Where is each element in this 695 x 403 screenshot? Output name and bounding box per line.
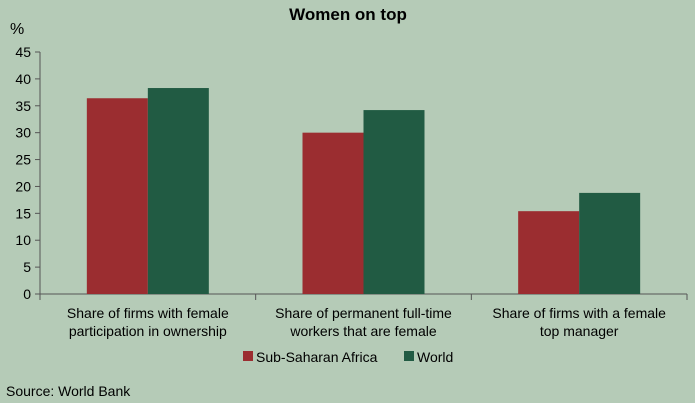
category-label: Share of firms with female xyxy=(67,305,229,321)
y-tick-label: 20 xyxy=(15,178,31,194)
legend-swatch xyxy=(404,351,414,361)
legend-label: World xyxy=(417,349,453,365)
bar-sub-saharan-africa-0 xyxy=(86,98,148,294)
y-tick-label: 5 xyxy=(23,259,31,275)
bar-world-1 xyxy=(363,110,425,294)
y-tick-label: 40 xyxy=(15,71,31,87)
bar-world-0 xyxy=(147,88,209,294)
bar-sub-saharan-africa-1 xyxy=(302,132,364,294)
chart-title: Women on top xyxy=(289,5,407,24)
category-label: workers that are female xyxy=(289,323,436,339)
y-tick-label: 15 xyxy=(15,205,31,221)
legend-label: Sub-Saharan Africa xyxy=(256,349,378,365)
y-tick-label: 35 xyxy=(15,98,31,114)
category-label: Share of firms with a female xyxy=(492,305,666,321)
y-tick-label: 10 xyxy=(15,232,31,248)
y-tick-label: 25 xyxy=(15,152,31,168)
legend-swatch xyxy=(243,351,253,361)
y-tick-label: 0 xyxy=(23,286,31,302)
y-unit-label: % xyxy=(10,21,24,38)
bar-world-2 xyxy=(579,192,641,294)
category-label: Share of permanent full-time xyxy=(275,305,452,321)
category-label: top manager xyxy=(540,323,619,339)
category-labels: Share of firms with female participation … xyxy=(67,305,666,339)
bar-sub-saharan-africa-2 xyxy=(518,211,580,294)
bars xyxy=(86,88,641,294)
category-label: participation in ownership xyxy=(69,323,227,339)
y-tick-label: 45 xyxy=(15,44,31,60)
legend: Sub-Saharan Africa World xyxy=(243,349,453,365)
source-note: Source: World Bank xyxy=(6,383,131,399)
y-tick-label: 30 xyxy=(15,125,31,141)
